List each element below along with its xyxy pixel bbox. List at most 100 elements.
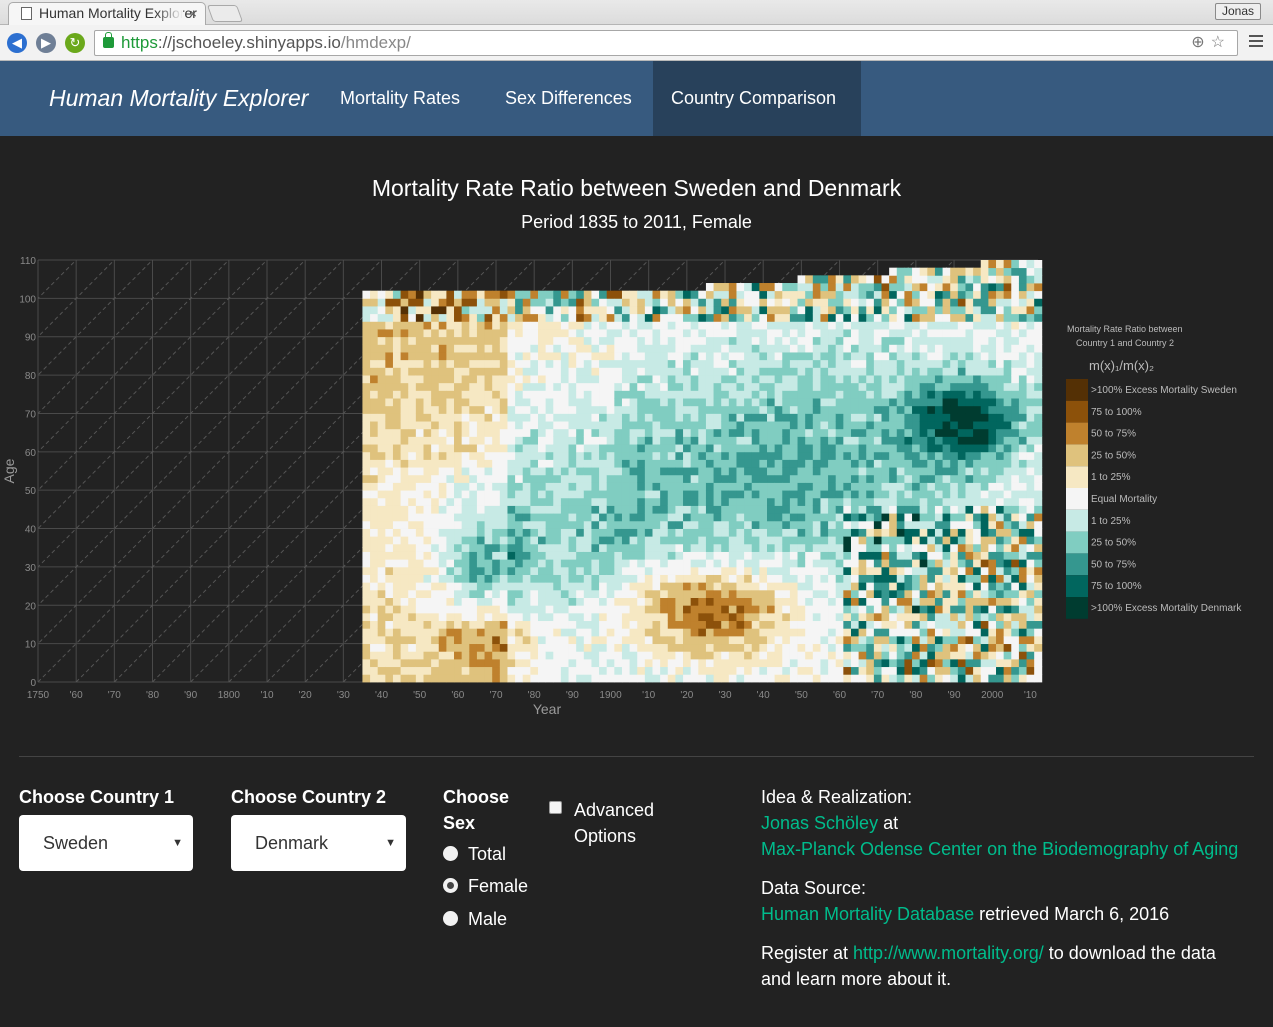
address-bar[interactable]: https://jschoeley.shinyapps.io/hmdexp/ ⊕… [94, 30, 1238, 56]
heatmap-cell [996, 635, 1005, 645]
heatmap-cell [805, 551, 814, 560]
heatmap-cell [1003, 352, 1012, 361]
forward-icon[interactable]: ▶ [36, 33, 56, 53]
nav-mortality-rates[interactable]: Mortality Rates [340, 88, 461, 108]
heatmap-cell [774, 536, 783, 545]
reload-icon[interactable]: ↻ [65, 33, 85, 53]
heatmap-cell [927, 283, 936, 292]
radio-total[interactable]: Total [443, 843, 506, 865]
heatmap-cell [812, 651, 821, 660]
radio-button[interactable] [443, 911, 458, 926]
app-brand[interactable]: Human Mortality Explorer [49, 85, 309, 111]
legend-formula: m(x)₁/m(x)₂ [1089, 358, 1154, 373]
heatmap-cell [843, 428, 852, 437]
heatmap-cell [728, 421, 737, 430]
x-tick-label: '50 [795, 690, 808, 701]
heatmap-cell [828, 566, 837, 575]
heatmap-cell [408, 298, 417, 307]
radio-female[interactable]: Female [443, 875, 528, 897]
heatmap-cell [461, 612, 470, 622]
country2-select[interactable]: Denmark ▼ [231, 815, 406, 871]
browser-tab[interactable]: Human Mortality Explorer × [8, 2, 206, 25]
heatmap-cell [927, 306, 936, 315]
heatmap-cell [950, 275, 959, 284]
heatmap-cell [805, 497, 814, 506]
heatmap-cell [988, 628, 997, 637]
heatmap-cell [1026, 444, 1035, 453]
heatmap-cell [530, 628, 539, 637]
heatmap-cell [904, 275, 913, 284]
heatmap-cell [423, 398, 432, 407]
heatmap-cell [980, 290, 989, 299]
heatmap-cell [568, 528, 577, 537]
heatmap-cell [370, 482, 379, 491]
heatmap-cell [751, 482, 760, 491]
back-icon[interactable]: ◀ [7, 33, 27, 53]
radio-button[interactable] [443, 878, 458, 893]
heatmap-cell [1018, 313, 1027, 322]
mortality-org-link[interactable]: http://www.mortality.org/ [853, 943, 1044, 963]
heatmap-cell [820, 298, 829, 307]
heatmap-cell [820, 290, 829, 299]
heatmap-cell [507, 582, 516, 591]
browser-menu-icon[interactable] [1249, 35, 1263, 47]
heatmap-cell [973, 482, 982, 491]
heatmap-cell [889, 321, 898, 330]
new-tab-button[interactable] [206, 5, 244, 22]
heatmap-cell [797, 635, 806, 645]
nav-country-comparison[interactable]: Country Comparison [653, 61, 861, 136]
heatmap-cell [843, 666, 852, 675]
heatmap-cell [644, 490, 653, 499]
heatmap-cell [667, 321, 676, 330]
heatmap-cell [392, 428, 401, 437]
heatmap-cell [1018, 551, 1027, 560]
heatmap-cell [881, 490, 890, 499]
bookmark-star-icon[interactable]: ☆ [1210, 34, 1231, 51]
heatmap-cell [774, 398, 783, 407]
advanced-options-checkbox[interactable] [549, 801, 562, 814]
heatmap-cell [438, 359, 447, 368]
institute-link[interactable]: Max-Planck Odense Center on the Biodemog… [761, 839, 1239, 859]
user-profile-button[interactable]: Jonas [1214, 3, 1261, 20]
zoom-icon[interactable]: ⊕ [1191, 34, 1211, 51]
heatmap-cell [789, 482, 798, 491]
heatmap-cell [698, 467, 707, 476]
heatmap-cell [713, 321, 722, 330]
heatmap-cell [507, 444, 516, 453]
heatmap-cell [362, 628, 371, 637]
heatmap-cell [705, 375, 714, 384]
heatmap-cell [873, 574, 882, 583]
country1-select[interactable]: Sweden ▼ [19, 815, 193, 871]
heatmap-cell [858, 283, 867, 292]
heatmap-cell [1011, 628, 1020, 637]
heatmap-cell [912, 459, 921, 468]
author-link[interactable]: Jonas Schöley [761, 813, 879, 833]
nav-sex-differences[interactable]: Sex Differences [505, 88, 632, 108]
heatmap-cell [415, 628, 424, 637]
heatmap-cell [461, 605, 470, 614]
hmd-link[interactable]: Human Mortality Database [761, 904, 975, 924]
heatmap-cell [362, 306, 371, 315]
heatmap-cell [637, 382, 646, 391]
heatmap-cell [614, 674, 623, 683]
heatmap-cell [377, 421, 386, 430]
heatmap-cell [820, 428, 829, 437]
radio-button[interactable] [443, 846, 458, 861]
heatmap-cell [835, 313, 844, 322]
heatmap-cell [1018, 674, 1027, 683]
heatmap-cell [476, 451, 485, 460]
heatmap-cell [545, 635, 554, 645]
heatmap-cell [530, 674, 539, 683]
close-tab-icon[interactable]: × [189, 6, 197, 21]
heatmap-cell [728, 375, 737, 384]
heatmap-cell [996, 566, 1005, 575]
heatmap-cell [881, 482, 890, 491]
heatmap-cell [789, 597, 798, 606]
heatmap-cell [583, 413, 592, 422]
heatmap-cell [858, 382, 867, 391]
advanced-options-label[interactable]: Advanced Options [574, 800, 655, 846]
heatmap-cell [484, 405, 493, 414]
radio-male[interactable]: Male [443, 908, 507, 930]
heatmap-cell [767, 543, 776, 552]
heatmap-cell [385, 421, 394, 430]
